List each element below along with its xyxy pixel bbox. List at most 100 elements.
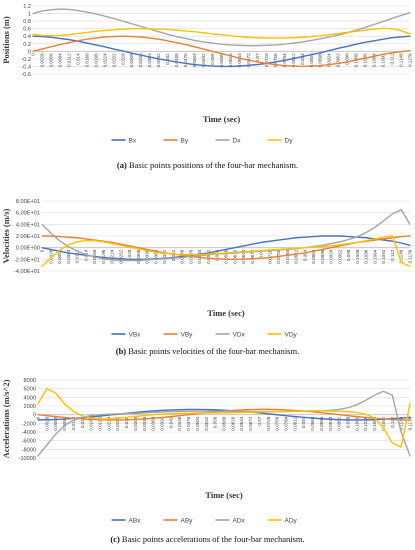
x-tick-label: 0.0896 bbox=[320, 249, 325, 263]
y-tick-label: 0.8 bbox=[23, 19, 31, 25]
x-tick-label: 0.0504 bbox=[195, 416, 200, 430]
x-tick-label: 0.0644 bbox=[239, 416, 244, 430]
y-tick-label: -10000 bbox=[19, 456, 36, 462]
y-tick-label: 4000 bbox=[24, 395, 36, 401]
x-tick-label: 0.1148 bbox=[399, 249, 404, 263]
x-tick-label: 0.0924 bbox=[327, 53, 332, 67]
caption-b-text: Basic points velocities of the four-bar … bbox=[128, 346, 300, 356]
x-tick-label: 0.0252 bbox=[118, 249, 123, 263]
chart-panel-c: -10000 -8000 -6000 -4000 -2000 0 2000 4000 6000 8… bbox=[0, 370, 415, 550]
y-tick-label: -2.00E+01 bbox=[14, 257, 40, 263]
x-tick-label: 0.098 bbox=[346, 249, 351, 261]
x-tick-label: 0.1176 bbox=[408, 416, 413, 430]
x-tick-label: 0.0924 bbox=[328, 416, 333, 430]
y-tick-label: 0 bbox=[33, 413, 36, 419]
y-tick-label: 8000 bbox=[24, 378, 36, 384]
x-axis-title: Time (sec) bbox=[205, 490, 243, 500]
x-tick-label: 0.0084 bbox=[62, 416, 67, 430]
x-tick-label: 0.1008 bbox=[354, 416, 359, 430]
x-tick-label: 0.1092 bbox=[381, 249, 386, 263]
series-line-by bbox=[32, 35, 411, 68]
legend-label-abx: ABx bbox=[129, 517, 142, 524]
legend-label-vdx: VDx bbox=[233, 331, 246, 338]
x-tick-label: 0.0476 bbox=[186, 416, 191, 430]
y-tick-label: -4000 bbox=[22, 430, 36, 436]
chart-svg-b: -4.00E+01 -2.00E+01 0.00E+00 2.00E+01 4.00E+… bbox=[1, 199, 413, 338]
x-tick-label: 0.0392 bbox=[162, 249, 167, 263]
x-tick-label: 0.056 bbox=[213, 416, 218, 428]
x-tick-label: 0.0224 bbox=[102, 53, 107, 67]
x-tick-label: 0.1092 bbox=[381, 53, 386, 67]
x-tick-label: 0.0588 bbox=[222, 416, 227, 430]
x-tick-label: 0.0924 bbox=[329, 249, 334, 263]
x-tick-label: 0.07 bbox=[257, 416, 262, 425]
x-tick-label: 0.1176 bbox=[408, 53, 413, 67]
x-tick-label: 0.0168 bbox=[89, 416, 94, 430]
x-tick-label: 0.0616 bbox=[230, 416, 235, 430]
x-tick-label: 0.0644 bbox=[241, 249, 246, 263]
x-tick-label: 0.0812 bbox=[292, 416, 297, 430]
series-line-ady bbox=[37, 387, 411, 448]
x-tick-label: 0 bbox=[31, 53, 36, 56]
x-tick-label: 0.0308 bbox=[136, 249, 141, 263]
y-tick-label: -0.4 bbox=[21, 64, 31, 70]
y-tick-label: 2.00E+01 bbox=[16, 234, 40, 240]
x-tick-label: 0.112 bbox=[390, 416, 395, 428]
x-tick-label: 0.0728 bbox=[267, 249, 272, 263]
x-tick-label: 0.084 bbox=[300, 53, 305, 65]
x-tick-label: 0.028 bbox=[120, 53, 125, 65]
x-tick-label: 0.0168 bbox=[84, 53, 89, 67]
x-tick-label: 0.0364 bbox=[147, 53, 152, 67]
x-tick-label: 0.1008 bbox=[355, 249, 360, 263]
y-tick-label: 1.2 bbox=[23, 4, 31, 10]
x-tick-label: 0 bbox=[36, 416, 41, 419]
x-tick-label: 0.0784 bbox=[285, 249, 290, 263]
x-tick-label: 0.0336 bbox=[138, 53, 143, 67]
x-tick-label: 0.1148 bbox=[399, 53, 404, 67]
x-tick-label: 0.0224 bbox=[106, 416, 111, 430]
x-tick-label: 0.0112 bbox=[71, 416, 76, 430]
x-tick-label: 0.1092 bbox=[381, 416, 386, 430]
series-line-dy bbox=[32, 27, 411, 39]
x-tick-label: 0.1148 bbox=[399, 416, 404, 430]
x-tick-label: 0.0196 bbox=[98, 416, 103, 430]
series-line-bx bbox=[32, 35, 411, 68]
y-tick-label: 6.00E+01 bbox=[16, 211, 40, 217]
x-tick-label: 0.112 bbox=[390, 249, 395, 261]
y-tick-label: -0.6 bbox=[21, 72, 31, 78]
x-tick-label: 0.0084 bbox=[57, 53, 62, 67]
x-tick-label: 0.0056 bbox=[57, 249, 62, 263]
x-tick-label: 0.1036 bbox=[363, 416, 368, 430]
x-tick-label: 0.098 bbox=[346, 416, 351, 428]
y-tick-label: 0.00E+00 bbox=[16, 246, 40, 252]
x-tick-label: 0.0196 bbox=[93, 53, 98, 67]
x-tick-label: 0.0952 bbox=[336, 53, 341, 67]
x-tick-label: 0.0056 bbox=[53, 416, 58, 430]
x-tick-label: 0.0616 bbox=[232, 249, 237, 263]
x-tick-label: 0.0756 bbox=[273, 53, 278, 67]
x-tick-label: 0.0448 bbox=[174, 53, 179, 67]
caption-c: (c) Basic points accelerations of the fo… bbox=[0, 534, 415, 544]
y-axis-title: Positions (m) bbox=[1, 16, 11, 64]
x-tick-label: 0.0952 bbox=[337, 249, 342, 263]
x-tick-label: 0.0364 bbox=[153, 249, 158, 263]
series-line-adx bbox=[37, 390, 411, 457]
x-tick-label: 0.0364 bbox=[151, 416, 156, 430]
y-tick-label: 0.2 bbox=[23, 42, 31, 48]
x-tick-label: 0.098 bbox=[345, 53, 350, 65]
x-tick-label: 0.0588 bbox=[219, 53, 224, 67]
caption-b: (b) Basic points velocities of the four-… bbox=[0, 346, 415, 356]
x-tick-label: 0.0252 bbox=[111, 53, 116, 67]
x-axis-title: Time (sec) bbox=[207, 308, 245, 318]
y-tick-label: 1 bbox=[28, 12, 31, 18]
x-tick-label: 0.0056 bbox=[48, 53, 53, 67]
y-tick-label: 4.00E+01 bbox=[16, 222, 40, 228]
y-tick-label: 0.4 bbox=[23, 34, 31, 40]
y-tick-label: 2000 bbox=[24, 404, 36, 410]
x-tick-label: 0.0868 bbox=[309, 53, 314, 67]
x-tick-label: 0.1036 bbox=[363, 53, 368, 67]
caption-c-text: Basic points accelerations of the four-b… bbox=[121, 534, 305, 544]
x-tick-label: 0.0896 bbox=[318, 53, 323, 67]
series-line-vdy bbox=[41, 235, 411, 268]
x-tick-label: 0.0308 bbox=[133, 416, 138, 430]
